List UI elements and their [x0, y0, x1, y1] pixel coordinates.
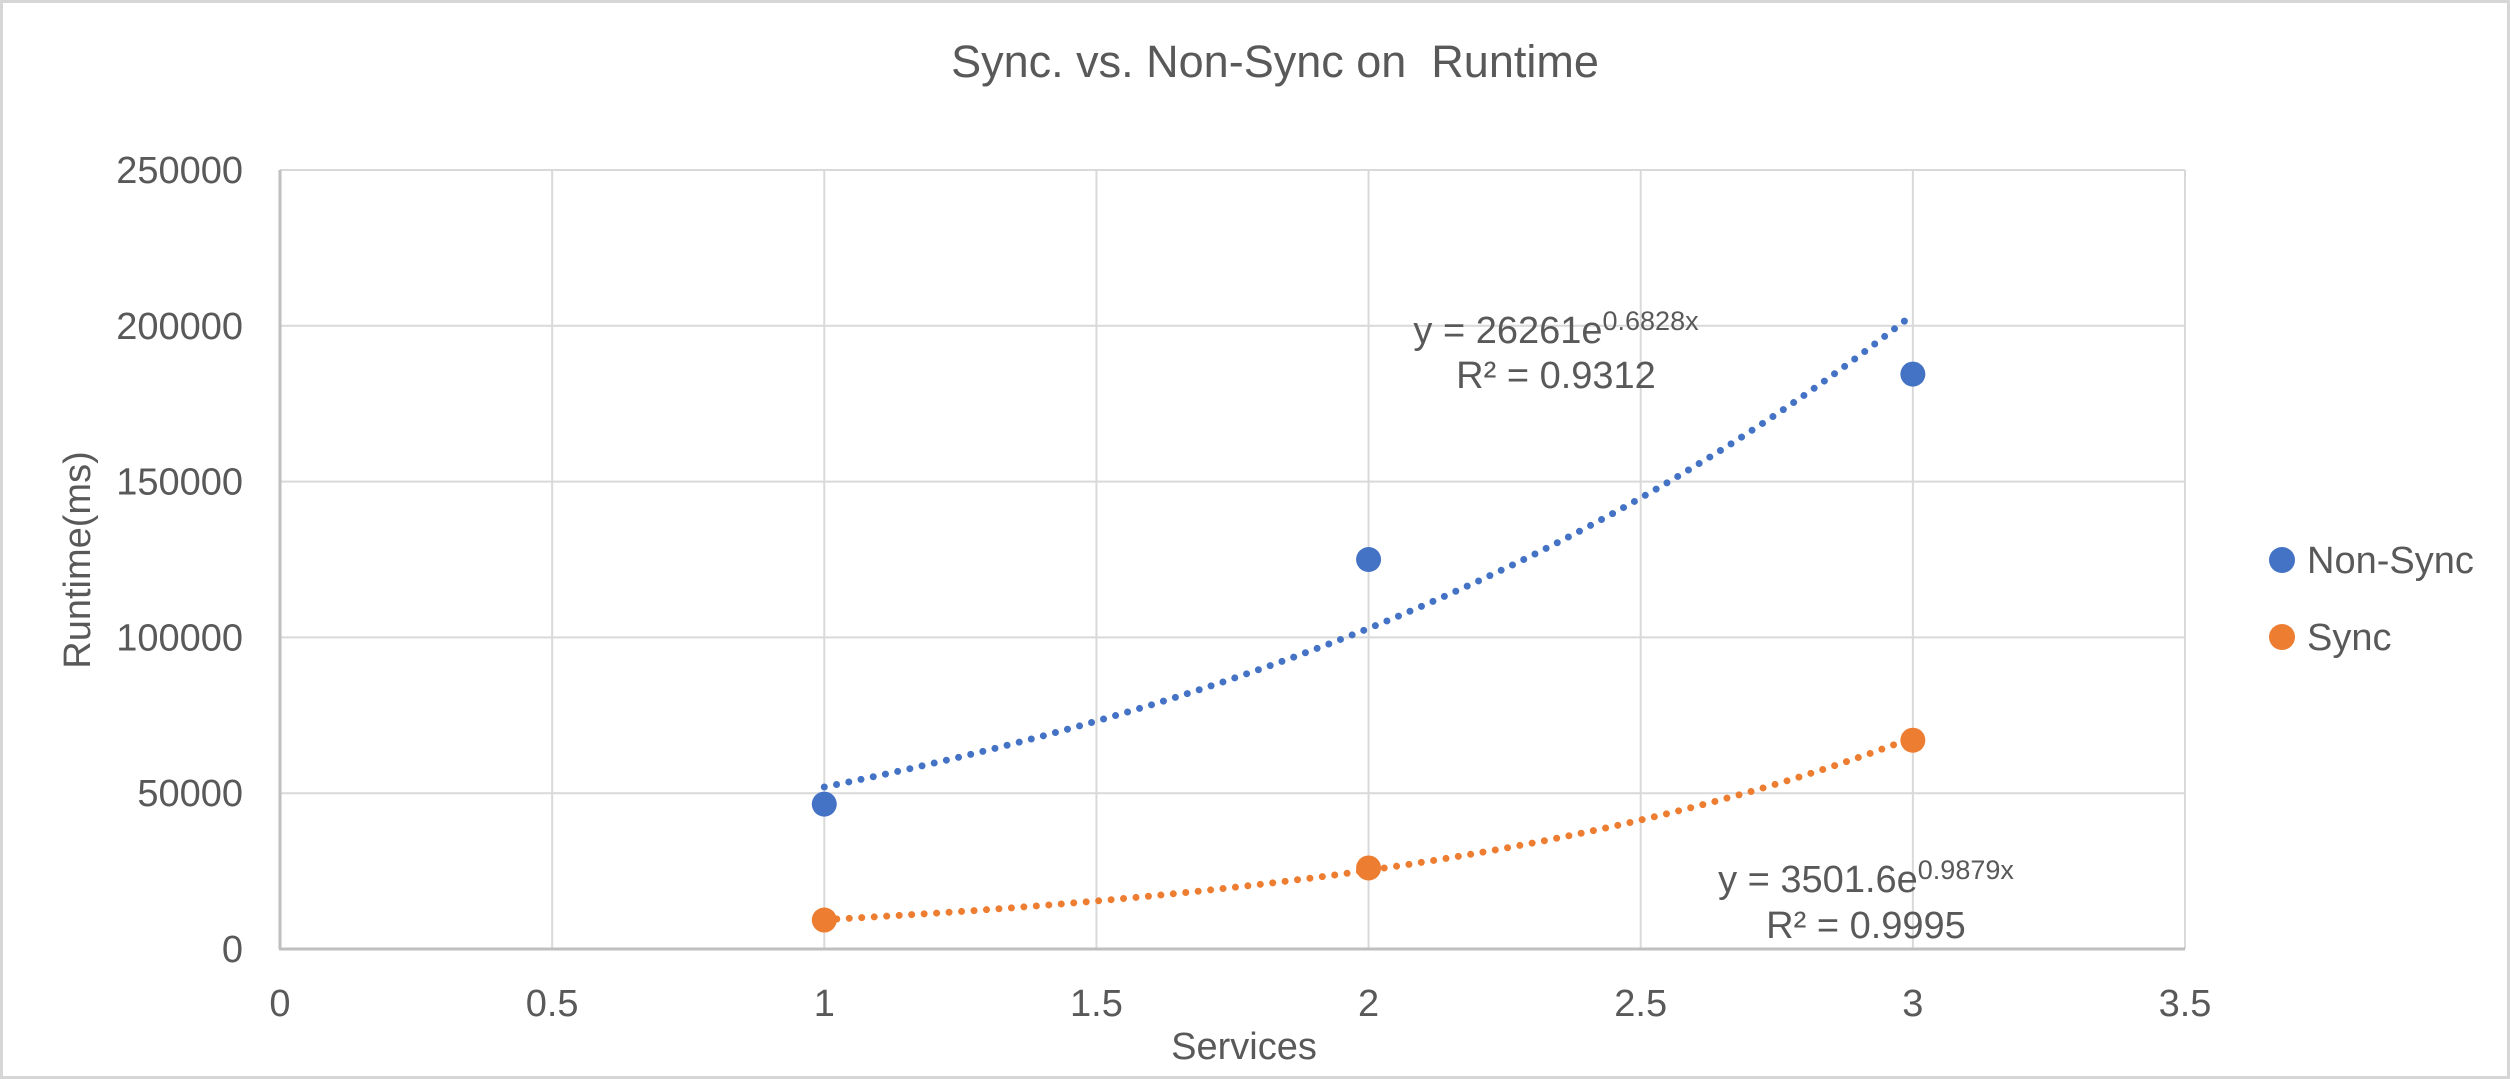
trendline-label-nonsync: y = 26261e0.6828x R² = 0.9312	[1413, 306, 1699, 397]
x-tick-label-1.5: 1.5	[1070, 983, 1123, 1025]
data-point-non-sync-x1[interactable]	[811, 791, 837, 817]
x-tick-label-0: 0	[269, 983, 290, 1025]
legend-item-nonsync[interactable]: Non-Sync	[2269, 540, 2474, 582]
y-tick-label-150000: 150000	[116, 462, 243, 504]
equation-sync: y = 3501.6e0.9879x	[1718, 855, 2014, 901]
legend-label-sync: Sync	[2307, 617, 2391, 659]
x-tick-label-3: 3	[1902, 983, 1923, 1025]
series-plot	[811, 310, 1926, 933]
x-tick-label-1: 1	[814, 983, 835, 1025]
equation-base: y = 3501.6e	[1718, 859, 1918, 901]
y-tick-label-50000: 50000	[137, 773, 243, 815]
equation-nonsync: y = 26261e0.6828x	[1413, 306, 1699, 352]
data-point-sync-x3[interactable]	[1900, 727, 1926, 753]
y-tick-label-100000: 100000	[116, 617, 243, 659]
r-squared-nonsync: R² = 0.9312	[1456, 355, 1656, 397]
y-tick-label-250000: 250000	[116, 150, 243, 192]
chart-title: Sync. vs. Non-Sync on Runtime	[951, 36, 1599, 87]
x-tick-label-0.5: 0.5	[526, 983, 579, 1025]
equation-base: y = 26261e	[1413, 310, 1602, 352]
trendline-non-sync[interactable]	[820, 310, 1917, 791]
r-squared-sync: R² = 0.9995	[1766, 905, 1966, 947]
legend-item-sync[interactable]: Sync	[2269, 617, 2391, 659]
legend: Non-Sync Sync	[2269, 540, 2474, 659]
axis-lines	[278, 170, 2185, 951]
tick-labels: 0 50000 100000 150000 200000 250000 0 0.5 1 1.5 2 2…	[116, 150, 2211, 1025]
y-axis-title: Runtime(ms)	[57, 451, 99, 668]
trendline-label-sync: y = 3501.6e0.9879x R² = 0.9995	[1718, 855, 2014, 947]
x-axis-title: Services	[1171, 1026, 1317, 1068]
y-tick-label-0: 0	[222, 929, 243, 971]
legend-label-nonsync: Non-Sync	[2307, 540, 2474, 582]
x-tick-label-2: 2	[1358, 983, 1379, 1025]
legend-marker-nonsync	[2269, 547, 2295, 573]
data-point-non-sync-x3[interactable]	[1900, 361, 1926, 387]
y-tick-label-200000: 200000	[116, 306, 243, 348]
gridlines	[280, 169, 2186, 949]
data-point-sync-x2[interactable]	[1356, 855, 1382, 881]
equation-exponent: 0.9879x	[1918, 855, 2015, 885]
equation-exponent: 0.6828x	[1603, 306, 1700, 336]
x-tick-label-2.5: 2.5	[1614, 983, 1667, 1025]
legend-marker-sync	[2269, 624, 2295, 650]
data-point-sync-x1[interactable]	[811, 907, 837, 933]
data-point-non-sync-x2[interactable]	[1356, 547, 1382, 572]
x-tick-label-3.5: 3.5	[2159, 983, 2212, 1025]
